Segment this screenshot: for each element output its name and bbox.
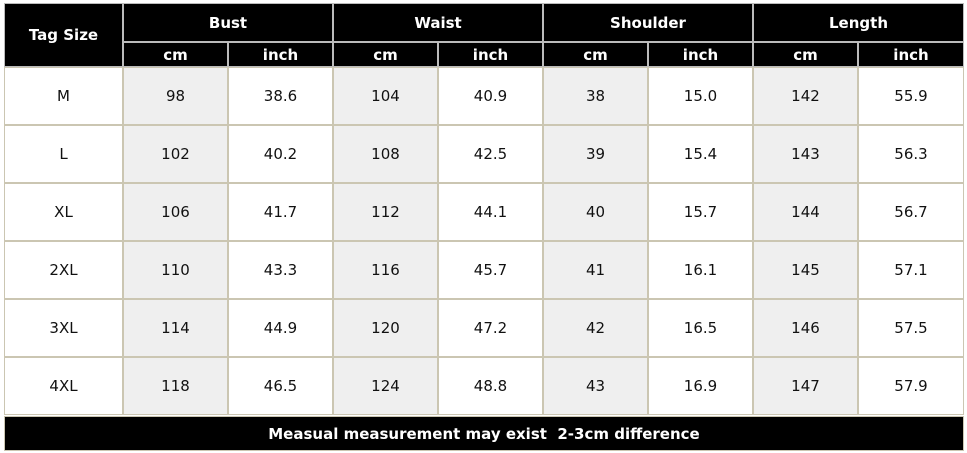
measurement-cell: 120 bbox=[333, 299, 438, 357]
size-label: 3XL bbox=[4, 299, 123, 357]
size-label: XL bbox=[4, 183, 123, 241]
measurement-cell: 144 bbox=[753, 183, 858, 241]
measurement-cell: 15.7 bbox=[648, 183, 753, 241]
measurement-cell: 38 bbox=[543, 67, 648, 125]
measurement-cell: 106 bbox=[123, 183, 228, 241]
measurement-cell: 44.9 bbox=[228, 299, 333, 357]
measurement-cell: 143 bbox=[753, 125, 858, 183]
group-header: Waist bbox=[333, 3, 543, 42]
measurement-cell: 110 bbox=[123, 241, 228, 299]
measurement-cell: 146 bbox=[753, 299, 858, 357]
measurement-cell: 142 bbox=[753, 67, 858, 125]
measurement-cell: 38.6 bbox=[228, 67, 333, 125]
measurement-cell: 41.7 bbox=[228, 183, 333, 241]
measurement-cell: 43.3 bbox=[228, 241, 333, 299]
measurement-cell: 56.7 bbox=[858, 183, 964, 241]
unit-header: inch bbox=[648, 42, 753, 67]
measurement-cell: 124 bbox=[333, 357, 438, 415]
measurement-cell: 55.9 bbox=[858, 67, 964, 125]
unit-header: cm bbox=[333, 42, 438, 67]
measurement-cell: 47.2 bbox=[438, 299, 543, 357]
measurement-cell: 15.0 bbox=[648, 67, 753, 125]
measurement-cell: 15.4 bbox=[648, 125, 753, 183]
measurement-cell: 57.1 bbox=[858, 241, 964, 299]
measurement-cell: 116 bbox=[333, 241, 438, 299]
measurement-cell: 147 bbox=[753, 357, 858, 415]
measurement-cell: 102 bbox=[123, 125, 228, 183]
measurement-cell: 44.1 bbox=[438, 183, 543, 241]
size-label: 4XL bbox=[4, 357, 123, 415]
unit-header: inch bbox=[858, 42, 964, 67]
measurement-cell: 40.9 bbox=[438, 67, 543, 125]
measurement-cell: 43 bbox=[543, 357, 648, 415]
measurement-cell: 57.9 bbox=[858, 357, 964, 415]
unit-header: cm bbox=[753, 42, 858, 67]
size-label: L bbox=[4, 125, 123, 183]
measurement-cell: 114 bbox=[123, 299, 228, 357]
size-label: M bbox=[4, 67, 123, 125]
measurement-cell: 39 bbox=[543, 125, 648, 183]
measurement-cell: 41 bbox=[543, 241, 648, 299]
measurement-cell: 16.1 bbox=[648, 241, 753, 299]
unit-header: inch bbox=[228, 42, 333, 67]
measurement-cell: 46.5 bbox=[228, 357, 333, 415]
size-label: 2XL bbox=[4, 241, 123, 299]
group-header: Bust bbox=[123, 3, 333, 42]
measurement-cell: 145 bbox=[753, 241, 858, 299]
measurement-cell: 42.5 bbox=[438, 125, 543, 183]
measurement-cell: 104 bbox=[333, 67, 438, 125]
unit-header: cm bbox=[543, 42, 648, 67]
footer-note: Measual measurement may exist 2-3cm diff… bbox=[4, 416, 964, 451]
measurement-cell: 40 bbox=[543, 183, 648, 241]
measurement-cell: 108 bbox=[333, 125, 438, 183]
measurement-cell: 112 bbox=[333, 183, 438, 241]
group-header: Shoulder bbox=[543, 3, 753, 42]
group-header: Length bbox=[753, 3, 964, 42]
measurement-cell: 118 bbox=[123, 357, 228, 415]
measurement-cell: 40.2 bbox=[228, 125, 333, 183]
corner-header: Tag Size bbox=[4, 3, 123, 67]
unit-header: cm bbox=[123, 42, 228, 67]
measurement-cell: 16.5 bbox=[648, 299, 753, 357]
measurement-cell: 45.7 bbox=[438, 241, 543, 299]
measurement-cell: 42 bbox=[543, 299, 648, 357]
measurement-cell: 56.3 bbox=[858, 125, 964, 183]
unit-header: inch bbox=[438, 42, 543, 67]
measurement-cell: 98 bbox=[123, 67, 228, 125]
measurement-cell: 57.5 bbox=[858, 299, 964, 357]
measurement-cell: 16.9 bbox=[648, 357, 753, 415]
measurement-cell: 48.8 bbox=[438, 357, 543, 415]
